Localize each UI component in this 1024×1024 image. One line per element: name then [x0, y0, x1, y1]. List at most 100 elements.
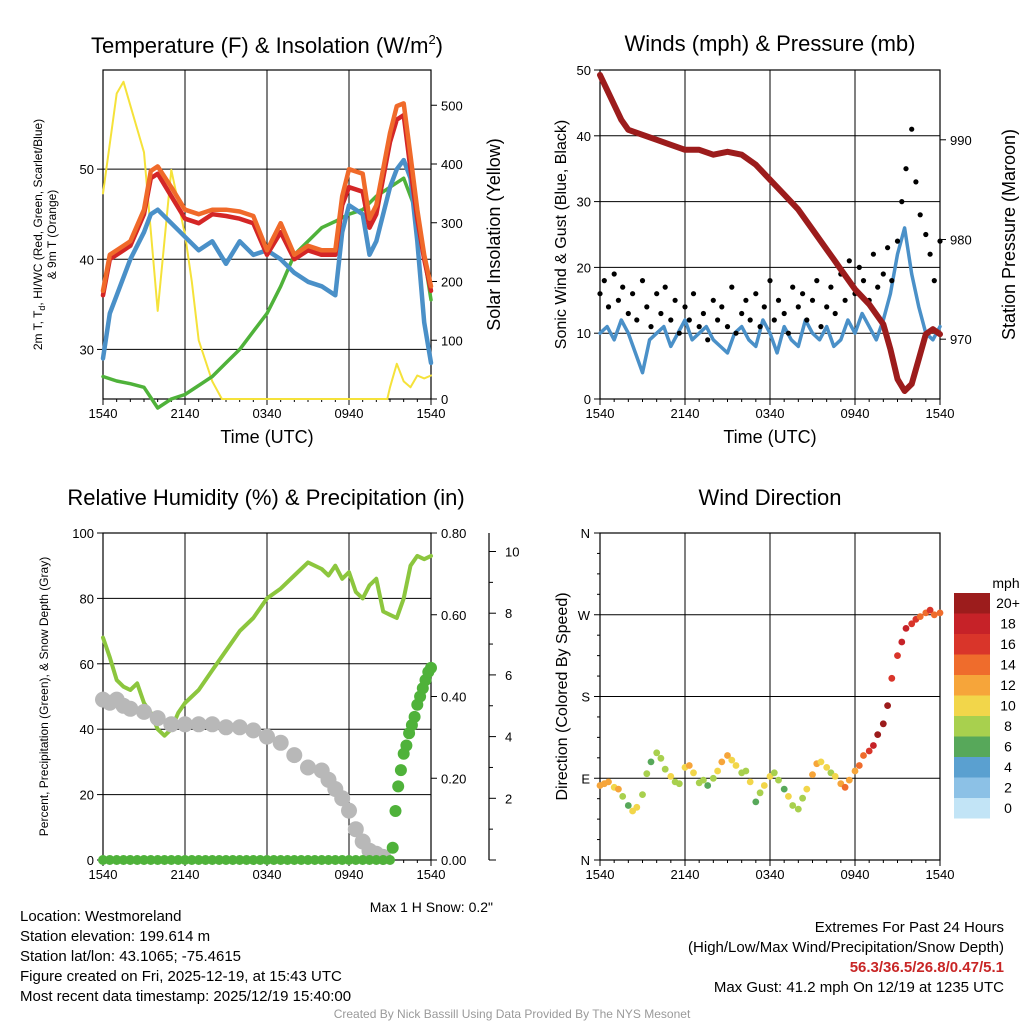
precip-point — [104, 855, 115, 865]
precip-point — [386, 841, 399, 854]
legend-label: 4 — [1004, 759, 1012, 775]
chart-title: Wind Direction — [698, 485, 841, 510]
series-line-insolation — [102, 80, 432, 400]
gust-point — [611, 271, 617, 277]
gust-point — [634, 317, 640, 323]
snow-depth-point — [300, 759, 316, 776]
created-text: Figure created on Fri, 2025-12-19, at 15… — [20, 968, 342, 985]
y-tick-label: 50 — [577, 63, 591, 78]
gust-point — [804, 317, 810, 323]
direction-point — [657, 754, 665, 762]
precip-point — [394, 764, 407, 777]
gust-point — [648, 324, 654, 330]
precip-point — [425, 661, 437, 674]
gust-point — [767, 278, 773, 284]
legend-label: 20+ — [996, 595, 1020, 611]
gust-point — [824, 304, 830, 310]
direction-point — [799, 794, 806, 802]
precip-point — [207, 855, 218, 865]
direction-point — [661, 765, 669, 773]
max-snow-note: Max 1 H Snow: 0.2" — [370, 899, 493, 915]
gust-point — [644, 304, 650, 310]
elevation-text: Station elevation: 199.614 m — [20, 928, 211, 945]
y-tick-label: W — [578, 608, 591, 623]
precip-point — [248, 855, 259, 865]
precip-point — [125, 855, 136, 865]
y-tick-label: 30 — [80, 342, 94, 357]
extremes-subtitle: (High/Low/Max Wind/Precipitation/Snow De… — [688, 939, 1004, 956]
gust-point — [846, 258, 852, 264]
direction-point — [728, 756, 736, 764]
direction-point — [633, 803, 641, 811]
y2-tick-label: 0.40 — [441, 690, 466, 705]
gust-point — [913, 179, 919, 185]
gust-point — [690, 291, 697, 297]
gust-point — [903, 166, 909, 172]
legend-label: 14 — [1000, 657, 1016, 673]
chart-title-close: ) — [436, 33, 443, 58]
gust-point — [620, 284, 626, 290]
gust-point — [800, 291, 806, 297]
direction-point — [685, 762, 693, 769]
gust-point — [724, 324, 731, 330]
gust-point — [630, 291, 636, 297]
station-info: Location: Westmoreland Station elevation… — [20, 907, 351, 1007]
y2-tick-label: 300 — [441, 216, 463, 231]
x-tick-label: 0340 — [756, 406, 785, 421]
series-line-9m-t — [100, 101, 434, 294]
direction-point — [714, 767, 721, 775]
y-axis-title-line1: 2m T, Td, HI/WC (Red, Green, Scarlet/Blu… — [31, 119, 47, 350]
x-tick-label: 1540 — [89, 867, 118, 882]
x-tick-label: 0940 — [335, 867, 364, 882]
direction-point — [803, 785, 811, 793]
gust-point — [860, 278, 867, 284]
x-axis-title: Time (UTC) — [723, 427, 816, 447]
x-tick-label: 0940 — [335, 406, 364, 421]
y-tick-label: S — [581, 690, 590, 705]
gust-point — [719, 304, 725, 310]
direction-point — [884, 702, 891, 709]
direction-point — [780, 785, 788, 793]
y2-tick-label: 0.60 — [441, 608, 466, 623]
direction-point — [855, 762, 863, 769]
gust-point — [899, 199, 905, 205]
x-tick-label: 1540 — [926, 406, 955, 421]
x-tick-label: 2140 — [171, 867, 200, 882]
extremes-title: Extremes For Past 24 Hours — [814, 919, 1004, 936]
precip-point — [289, 855, 300, 865]
gust-point — [710, 297, 716, 303]
gust-point — [923, 231, 929, 238]
x-tick-label: 1540 — [417, 867, 446, 882]
legend-swatch — [954, 777, 990, 798]
gust-point — [672, 297, 678, 303]
legend-label: 16 — [1000, 636, 1016, 652]
series-line-hi-wc — [100, 157, 434, 366]
chart-title-sup: 2 — [428, 32, 435, 47]
credit-text: Created By Nick Bassill Using Data Provi… — [333, 1007, 691, 1021]
precip-point — [392, 780, 405, 793]
y-label-part: 2m T, T — [31, 310, 45, 350]
gust-point — [880, 271, 886, 277]
snow-depth-point — [136, 703, 152, 720]
direction-point — [639, 791, 646, 798]
gust-point — [743, 297, 749, 303]
legend-title: mph — [992, 575, 1019, 591]
gust-point — [885, 245, 891, 251]
direction-point — [785, 793, 792, 800]
legend-label: 18 — [1000, 616, 1016, 632]
y-tick-label: 40 — [80, 252, 94, 267]
direction-point — [870, 742, 877, 749]
gust-point — [662, 284, 668, 290]
direction-point — [732, 762, 740, 769]
x-axis-title: Time (UTC) — [220, 427, 313, 447]
max-gust-text: Max Gust: 41.2 mph On 12/19 at 1235 UTC — [713, 979, 1004, 996]
y2-axis-title: Solar Insolation (Yellow) — [484, 138, 504, 330]
y2-tick-label: 980 — [950, 232, 972, 247]
gust-point — [937, 238, 943, 244]
y-tick-label: 0 — [87, 853, 94, 868]
direction-point — [624, 802, 632, 809]
x-tick-label: 0340 — [756, 867, 785, 882]
snow-depth-point — [347, 821, 364, 838]
gust-point — [856, 264, 862, 270]
